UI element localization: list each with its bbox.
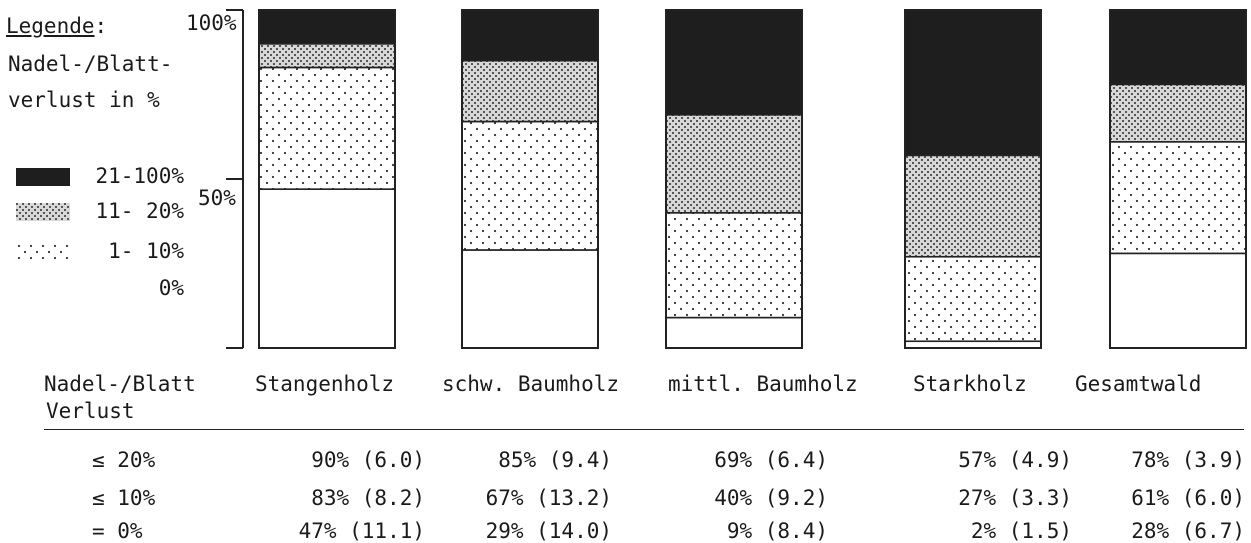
legend-label: 11- 20%: [95, 199, 184, 223]
table-cell: 9% (8.4): [726, 519, 828, 543]
bar-segment: [904, 340, 1042, 349]
bar-segment: [258, 188, 396, 349]
table-cell: 47% (11.1): [298, 519, 425, 543]
bar-segment: [665, 9, 803, 116]
bar-outline: [665, 9, 803, 349]
bar-segment: [1109, 141, 1247, 255]
legend-item-crosshatch: 11- 20%: [16, 199, 184, 225]
bar-segment: [461, 59, 599, 123]
table-cell: 83% (8.2): [311, 486, 425, 510]
bar-segment: [665, 113, 803, 214]
bar-segment: [461, 9, 599, 62]
table-cell: 85% (9.4): [498, 448, 612, 472]
bar-outline: [1109, 9, 1247, 349]
table-row-label: ≤ 20%: [92, 448, 156, 472]
y-tick-50: 50%: [198, 186, 236, 210]
legend-subtitle-line2: verlust in %: [8, 88, 160, 112]
bar-segment: [665, 212, 803, 319]
legend-swatch-solid: [16, 168, 70, 186]
x-category-label: Starkholz: [913, 372, 1027, 396]
table-cell: 78% (3.9): [1131, 448, 1245, 472]
bar-outline: [904, 9, 1042, 349]
table-cell: 27% (3.3): [958, 486, 1072, 510]
table-cell: 29% (14.0): [485, 519, 612, 543]
bar-segment: [904, 9, 1042, 157]
bar-outline: [461, 9, 599, 349]
table-header-line2: Verlust: [46, 399, 135, 423]
table-header-line1: Nadel-/Blatt: [44, 372, 196, 396]
bar-segment: [1109, 83, 1247, 143]
bar-segment: [461, 120, 599, 251]
bar-segment: [1109, 252, 1247, 349]
legend-item-blank: 0%: [16, 276, 184, 302]
bar-segment: [461, 249, 599, 349]
legend-label: 0%: [158, 276, 184, 300]
bar-outline: [258, 9, 396, 349]
table-row-label: = 0%: [92, 519, 143, 543]
table-cell: 61% (6.0): [1131, 486, 1245, 510]
bar-segment: [665, 316, 803, 349]
table-row-label: ≤ 10%: [92, 486, 156, 510]
table-cell: 90% (6.0): [311, 448, 425, 472]
bar-segment: [258, 66, 396, 190]
bar-segment: [904, 154, 1042, 258]
table-cell: 28% (6.7): [1131, 519, 1245, 543]
legend-subtitle-line1: Nadel-/Blatt-: [8, 52, 173, 76]
table-cell: 57% (4.9): [958, 448, 1072, 472]
x-category-label: mittl. Baumholz: [668, 372, 858, 396]
legend-item-dark: 21-100%: [16, 164, 184, 190]
bar-segment: [1109, 9, 1247, 86]
x-category-label: schw. Baumholz: [442, 372, 620, 396]
legend-title: Legende:: [6, 14, 108, 38]
table-cell: 67% (13.2): [485, 486, 612, 510]
bar-segment: [258, 9, 396, 45]
legend-item-dots: 1- 10%: [16, 239, 184, 265]
bar-segment: [904, 255, 1042, 343]
bars: [258, 9, 1247, 349]
y-tick-100: 100%: [186, 11, 237, 35]
legend-label: 21-100%: [95, 164, 184, 188]
x-category-label: Stangenholz: [255, 372, 395, 396]
legend-swatch-dots: [16, 243, 70, 261]
y-axis: [226, 9, 244, 349]
table-cell: 69% (6.4): [714, 448, 828, 472]
table-cell: 40% (9.2): [714, 486, 828, 510]
legend-swatch-crosshatch: [16, 203, 70, 221]
bar-segment: [258, 42, 396, 69]
table-cell: 2% (1.5): [970, 519, 1072, 543]
legend-label: 1- 10%: [108, 239, 184, 263]
table-divider: [44, 429, 1244, 430]
x-category-label: Gesamtwald: [1075, 372, 1202, 396]
